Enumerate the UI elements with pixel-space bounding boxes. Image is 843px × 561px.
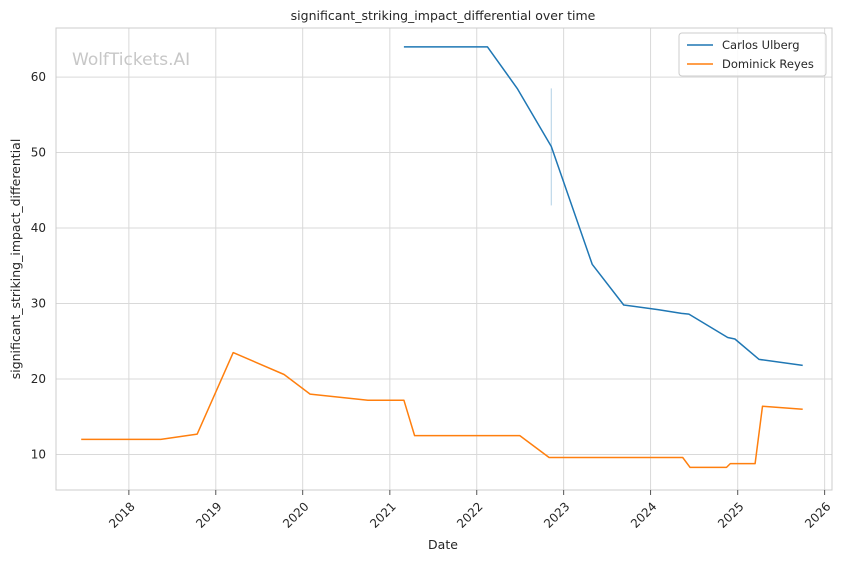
y-tick-label: 20 — [31, 372, 46, 386]
legend: Carlos Ulberg Dominick Reyes — [678, 32, 827, 77]
plot-area: WolfTickets.AI — [55, 27, 833, 491]
grid — [56, 28, 832, 490]
series-line-dominick-reyes — [81, 351, 803, 469]
plot-frame — [55, 27, 833, 491]
y-axis-label: significant_striking_impact_differential — [8, 139, 23, 380]
x-axis-label: Date — [428, 537, 458, 552]
chart-title: significant_striking_impact_differential… — [291, 8, 596, 23]
legend-frame — [678, 32, 827, 77]
plot-background — [56, 28, 832, 490]
y-tick-label: 30 — [31, 297, 46, 311]
series-line-carlos-ulberg — [403, 46, 803, 367]
y-tick-label: 60 — [31, 70, 46, 84]
legend-label-dominick-reyes: Dominick Reyes — [722, 57, 814, 71]
watermark: WolfTickets.AI — [72, 50, 190, 70]
legend-label-carlos-ulberg: Carlos Ulberg — [722, 38, 800, 52]
y-tick-label: 50 — [31, 146, 46, 160]
y-tick-label: 40 — [31, 221, 46, 235]
y-tick-label: 10 — [31, 448, 46, 462]
y-axis-ticks: 10 20 30 40 50 60 — [31, 70, 46, 461]
series-lines — [81, 46, 803, 469]
